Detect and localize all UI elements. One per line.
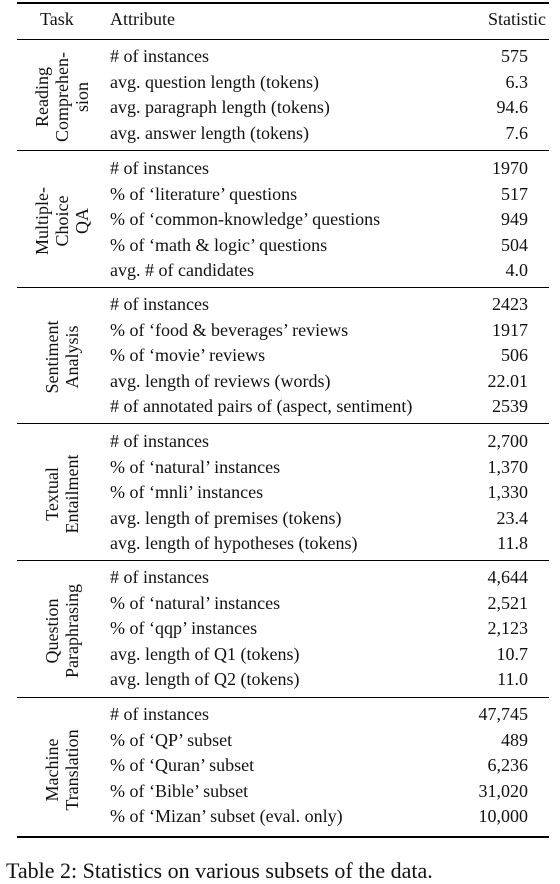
attribute-cell: % of ‘Mizan’ subset (eval. only) bbox=[110, 806, 343, 826]
attribute-cell: avg. answer length (tokens) bbox=[110, 122, 309, 143]
task-label-line: Entailment bbox=[62, 454, 82, 534]
attribute-cell: avg. length of hypotheses (tokens) bbox=[110, 533, 358, 553]
attribute-cell: # of instances bbox=[110, 567, 209, 587]
header-task: Task bbox=[40, 9, 74, 29]
statistic-cell: 7.6 bbox=[505, 122, 529, 143]
task-label-line: sion bbox=[72, 81, 92, 112]
header-statistic: Statistic bbox=[488, 9, 546, 29]
attribute-cell: % of ‘qqp’ instances bbox=[110, 618, 258, 638]
attribute-cell: % of ‘mnli’ instances bbox=[110, 482, 264, 502]
statistic-cell: 10,000 bbox=[478, 806, 529, 826]
statistic-cell: 949 bbox=[501, 209, 528, 229]
attribute-cell: avg. paragraph length (tokens) bbox=[110, 97, 330, 117]
statistic-cell: 1917 bbox=[492, 319, 528, 340]
statistic-cell: 10.7 bbox=[496, 643, 529, 664]
statistic-cell: 23.4 bbox=[496, 507, 529, 528]
statistic-cell: 2,700 bbox=[487, 431, 529, 451]
statistic-cell: 6.3 bbox=[505, 71, 529, 92]
task-label: Textual Entailment bbox=[42, 455, 82, 534]
statistic-cell: 504 bbox=[501, 234, 528, 255]
attribute-cell: % of ‘food & beverages’ reviews bbox=[110, 319, 349, 340]
attribute-cell: avg. length of reviews (words) bbox=[110, 370, 331, 391]
attribute-cell: avg. length of Q2 (tokens) bbox=[110, 669, 300, 689]
top-rule bbox=[17, 2, 549, 4]
task-label-line: QA bbox=[72, 208, 92, 234]
statistic-cell: 6,236 bbox=[487, 755, 529, 775]
statistic-cell: 489 bbox=[501, 729, 528, 750]
task-label-line: Sentiment bbox=[42, 320, 62, 394]
statistic-cell: 506 bbox=[501, 345, 528, 365]
statistic-cell: 2,123 bbox=[487, 618, 529, 638]
table-caption: Table 2: Statistics on various subsets o… bbox=[6, 858, 433, 883]
header-rule bbox=[17, 39, 549, 40]
attribute-cell: % of ‘Bible’ subset bbox=[110, 780, 249, 801]
statistic-cell: 2,521 bbox=[487, 592, 529, 613]
bottom-rule bbox=[17, 836, 549, 838]
attribute-cell: avg. question length (tokens) bbox=[110, 71, 319, 92]
statistic-cell: 2423 bbox=[492, 294, 528, 314]
statistic-cell: 1,330 bbox=[487, 482, 529, 502]
attribute-cell: % of ‘natural’ instances bbox=[110, 592, 281, 613]
section-rule bbox=[17, 697, 549, 698]
attribute-cell: # of instances bbox=[110, 158, 209, 178]
task-label: Reading Comprehen-sion bbox=[32, 52, 92, 142]
attribute-cell: % of ‘natural’ instances bbox=[110, 456, 281, 477]
section-rule bbox=[17, 287, 549, 288]
attribute-cell: % of ‘common-knowledge’ questions bbox=[110, 209, 381, 229]
task-label-line: Textual bbox=[42, 467, 62, 521]
section-rule bbox=[17, 423, 549, 424]
task-label-line: Comprehen- bbox=[52, 51, 72, 142]
task-label: Multiple- Choice QA bbox=[32, 187, 92, 255]
task-label: Machine Translation bbox=[42, 729, 82, 810]
attribute-cell: # of annotated pairs of (aspect, sentime… bbox=[110, 396, 413, 416]
statistic-cell: 1970 bbox=[492, 158, 528, 178]
attribute-cell: avg. length of Q1 (tokens) bbox=[110, 643, 300, 664]
task-label-line: Reading bbox=[32, 66, 52, 127]
task-label-line: Choice bbox=[52, 195, 72, 247]
statistic-cell: 517 bbox=[501, 183, 528, 204]
attribute-cell: # of instances bbox=[110, 294, 209, 314]
statistic-cell: 22.01 bbox=[487, 370, 529, 391]
attribute-cell: % of ‘literature’ questions bbox=[110, 183, 298, 204]
statistic-cell: 11.0 bbox=[497, 669, 528, 689]
statistic-cell: 2539 bbox=[492, 396, 528, 416]
statistic-cell: 1,370 bbox=[487, 456, 529, 477]
statistic-cell: 4,644 bbox=[487, 567, 529, 587]
statistic-cell: 47,745 bbox=[478, 704, 529, 724]
task-label: Question Paraphrasing bbox=[42, 584, 82, 678]
task-label-line: Multiple- bbox=[32, 187, 52, 255]
statistic-cell: 4.0 bbox=[505, 260, 529, 280]
task-label-line: Question bbox=[42, 598, 62, 664]
task-label-line: Translation bbox=[62, 729, 82, 811]
statistic-cell: 31,020 bbox=[478, 780, 529, 801]
task-label: Sentiment Analysis bbox=[42, 321, 82, 394]
attribute-cell: % of ‘math & logic’ questions bbox=[110, 234, 328, 255]
task-label-line: Analysis bbox=[62, 325, 82, 389]
statistic-cell: 11.8 bbox=[497, 533, 528, 553]
header-attribute: Attribute bbox=[110, 9, 175, 29]
attribute-cell: avg. length of premises (tokens) bbox=[110, 507, 342, 528]
statistic-cell: 94.6 bbox=[496, 97, 529, 117]
attribute-cell: # of instances bbox=[110, 704, 209, 724]
section-rule bbox=[17, 150, 549, 151]
attribute-cell: % of ‘Quran’ subset bbox=[110, 755, 255, 775]
task-label-line: Machine bbox=[42, 738, 62, 802]
attribute-cell: % of ‘movie’ reviews bbox=[110, 345, 266, 365]
task-label-line: Paraphrasing bbox=[62, 583, 82, 678]
attribute-cell: # of instances bbox=[110, 46, 209, 66]
attribute-cell: % of ‘QP’ subset bbox=[110, 729, 233, 750]
statistic-cell: 575 bbox=[501, 46, 528, 66]
attribute-cell: avg. # of candidates bbox=[110, 260, 254, 280]
section-rule bbox=[17, 560, 549, 561]
attribute-cell: # of instances bbox=[110, 431, 209, 451]
